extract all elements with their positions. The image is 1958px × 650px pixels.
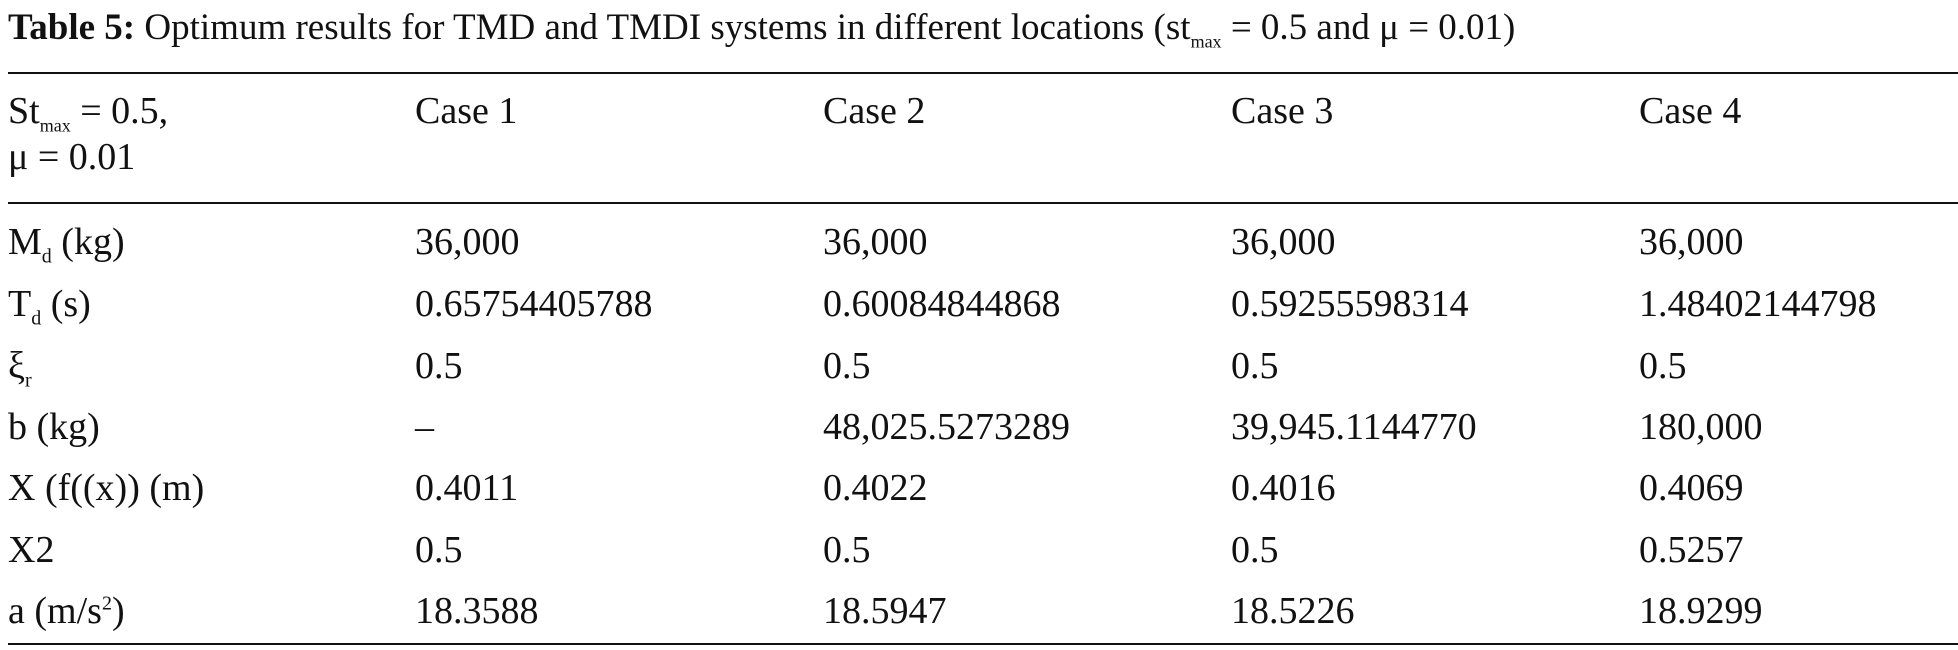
table-caption-text: Optimum results for TMD and TMDI systems… (135, 7, 1191, 48)
table-cell: 0.4011 (415, 467, 519, 509)
header-case-1: Case 1 (415, 90, 518, 132)
row-label-xi: ξr (8, 343, 32, 392)
row-label-unit: (kg) (51, 221, 125, 263)
table-cell: 180,000 (1639, 406, 1763, 448)
row-label-sub: d (41, 245, 52, 268)
row-label-main: a (m/s (8, 590, 102, 632)
table-cell: 18.9299 (1639, 590, 1763, 632)
row-label-sub: r (24, 369, 32, 392)
table-cell: 36,000 (823, 221, 928, 263)
row-label-x: X (f((x)) (m) (8, 467, 205, 509)
header-case-4: Case 4 (1639, 90, 1742, 132)
table-caption-label: Table 5: (8, 7, 136, 48)
table-cell: 0.65754405788 (415, 283, 653, 325)
row-label-main: M (8, 221, 42, 263)
table-cell: 39,945.1144770 (1231, 406, 1477, 448)
table-cell: 0.5 (1231, 345, 1279, 387)
table-bottom-rule (8, 643, 1958, 645)
row-label-main: T (8, 283, 32, 325)
row-label-td: Td (s) (8, 281, 91, 330)
table-cell: – (415, 406, 434, 448)
table-cell: 0.5257 (1639, 529, 1744, 571)
row-label-x2: X2 (8, 529, 55, 571)
header-case-2: Case 2 (823, 90, 926, 132)
table-cell: 1.48402144798 (1639, 283, 1877, 325)
row-label-unit: ) (111, 590, 125, 632)
header-param-value: = 0.5, (70, 90, 169, 132)
table-caption-subscript: max (1190, 31, 1222, 52)
table-cell: 48,025.5273289 (823, 406, 1070, 448)
row-label-main: ξ (8, 345, 25, 387)
table-cell: 36,000 (415, 221, 520, 263)
row-label-a: a (m/s2) (8, 588, 125, 634)
header-param-sub: max (39, 115, 71, 136)
table-caption: Table 5: Optimum results for TMD and TMD… (8, 6, 1515, 50)
header-param-line-2: μ = 0.01 (8, 136, 136, 178)
row-label-unit: (s) (41, 283, 91, 325)
table-cell: 0.5 (823, 345, 871, 387)
table-cell: 0.5 (415, 345, 463, 387)
table-cell: 36,000 (1231, 221, 1336, 263)
table-cell: 18.5226 (1231, 590, 1355, 632)
table-cell: 0.4022 (823, 467, 928, 509)
table-cell: 36,000 (1639, 221, 1744, 263)
table-cell: 18.3588 (415, 590, 539, 632)
table-top-rule (8, 72, 1958, 74)
table-cell: 0.5 (1639, 345, 1687, 387)
table-cell: 0.5 (823, 529, 871, 571)
table-cell: 0.5 (415, 529, 463, 571)
table-cell: 18.5947 (823, 590, 947, 632)
table-cell: 0.4069 (1639, 467, 1744, 509)
header-param-st: St (8, 90, 40, 132)
header-parameter-cell: Stmax = 0.5, μ = 0.01 (8, 88, 168, 180)
header-case-3: Case 3 (1231, 90, 1334, 132)
table-cell: 0.59255598314 (1231, 283, 1469, 325)
row-label-md: Md (kg) (8, 219, 125, 268)
table-cell: 0.4016 (1231, 467, 1336, 509)
header-param-line-1: Stmax = 0.5, (8, 88, 169, 136)
table-caption-text-end: = 0.5 and μ = 0.01) (1221, 7, 1516, 48)
table-cell: 0.5 (1231, 529, 1279, 571)
table-cell: 0.60084844868 (823, 283, 1061, 325)
row-label-sup: 2 (101, 592, 112, 615)
table-header-rule (8, 202, 1958, 204)
row-label-b: b (kg) (8, 406, 100, 448)
row-label-sub: d (31, 307, 42, 330)
